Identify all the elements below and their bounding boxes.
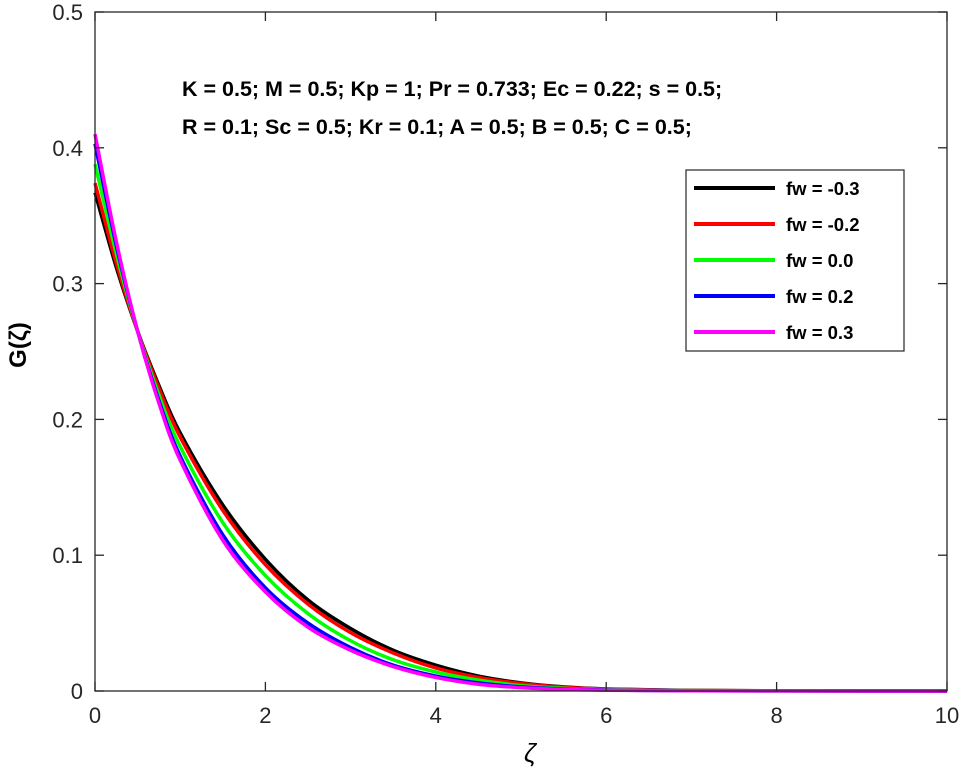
svg-text:G(ζ): G(ζ) — [5, 322, 32, 368]
y-tick-label: 0.4 — [52, 136, 83, 161]
x-tick-label: 4 — [430, 703, 442, 728]
parameters-line-2: R = 0.1; Sc = 0.5; Kr = 0.1; A = 0.5; B … — [182, 115, 692, 139]
x-tick-label: 0 — [89, 703, 101, 728]
legend-label-1: fw = -0.2 — [786, 214, 860, 235]
x-tick-label: 2 — [259, 703, 271, 728]
x-tick-label: 10 — [935, 703, 959, 728]
axes — [94, 11, 948, 692]
legend: fw = -0.3 fw = -0.2 fw = 0.0 fw = 0.2 fw = 0… — [685, 169, 905, 352]
y-tick-label: 0.3 — [52, 272, 83, 297]
x-tick-label: 8 — [770, 703, 782, 728]
y-tick-label: 0.5 — [52, 0, 83, 25]
x-tick-label: 6 — [600, 703, 612, 728]
y-axis-title: G(ζ) — [5, 322, 32, 368]
legend-label-0: fw = -0.3 — [786, 178, 860, 199]
legend-label-2: fw = 0.0 — [786, 250, 853, 271]
parameters-line-1: K = 0.5; M = 0.5; Kp = 1; Pr = 0.733; Ec… — [182, 77, 722, 101]
y-tick-label: 0.1 — [52, 543, 83, 568]
tick-labels: 0 2 4 6 8 10 0 0.1 0.2 0.3 0.4 0.5 — [52, 0, 959, 728]
x-axis-title: ζ — [524, 738, 538, 768]
y-tick-label: 0 — [71, 679, 83, 704]
legend-label-4: fw = 0.3 — [786, 322, 853, 343]
axes-box — [94, 11, 948, 692]
legend-label-3: fw = 0.2 — [786, 286, 853, 307]
y-tick-label: 0.2 — [52, 407, 83, 432]
